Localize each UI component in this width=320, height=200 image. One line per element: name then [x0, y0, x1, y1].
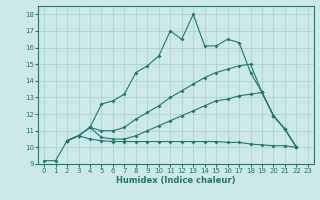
X-axis label: Humidex (Indice chaleur): Humidex (Indice chaleur) [116, 176, 236, 185]
